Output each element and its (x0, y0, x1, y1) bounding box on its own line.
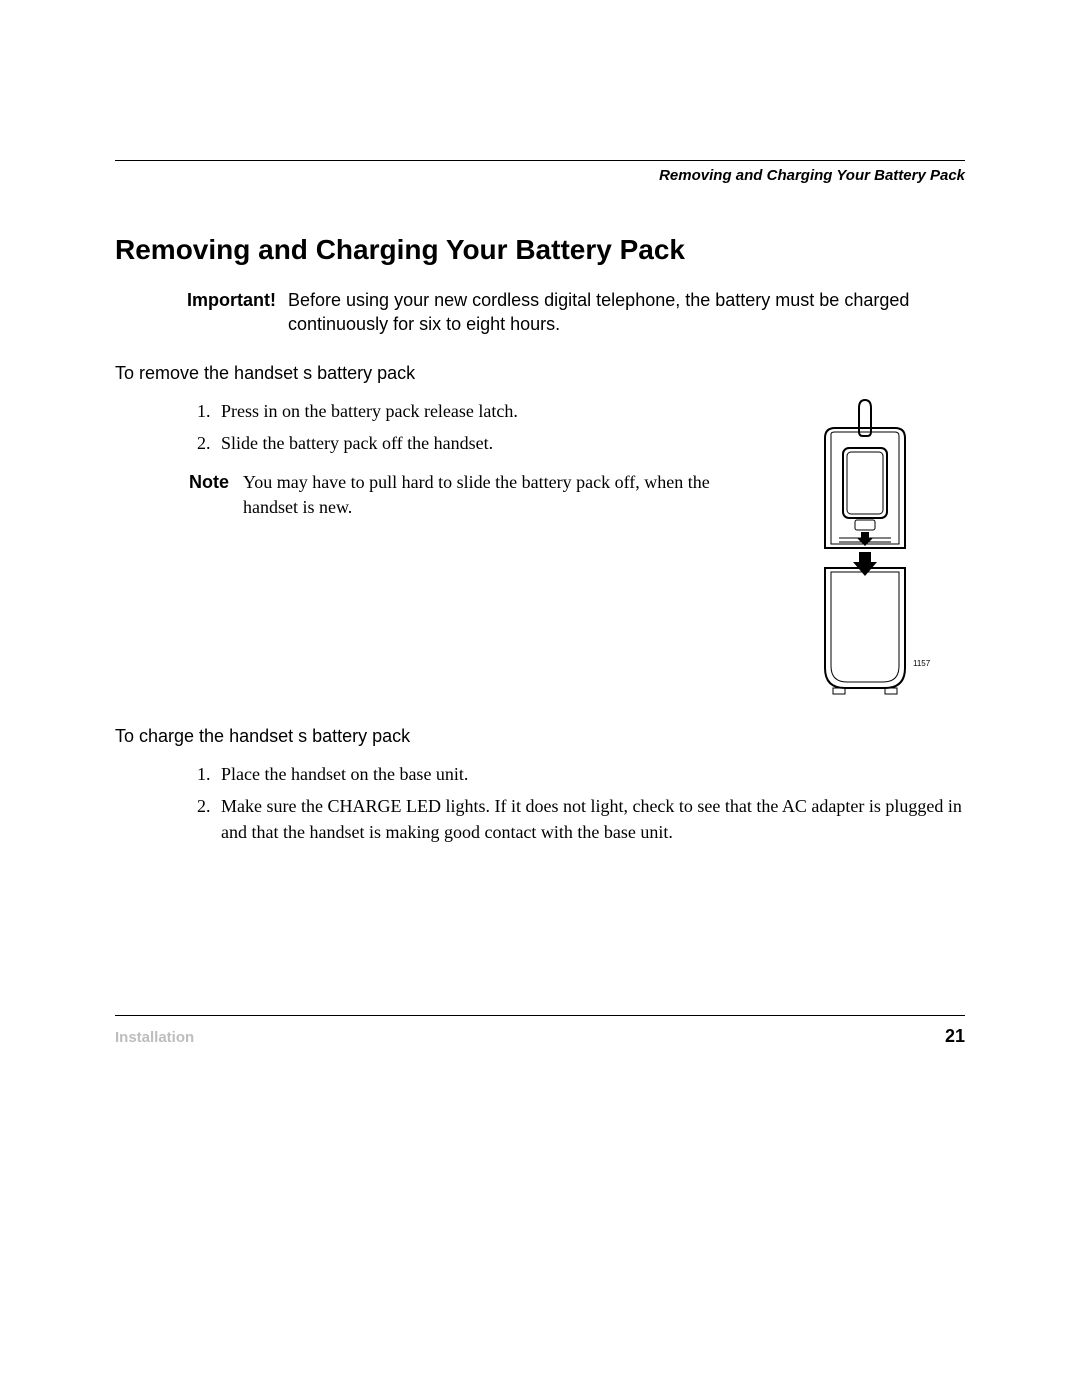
page-title: Removing and Charging Your Battery Pack (115, 234, 965, 266)
section1-text-col: Press in on the battery pack release lat… (115, 398, 735, 698)
section1-body: Press in on the battery pack release lat… (115, 398, 965, 698)
list-item: Press in on the battery pack release lat… (215, 398, 735, 424)
list-item: Make sure the CHARGE LED lights. If it d… (215, 793, 965, 845)
footer-row: Installation 21 (115, 1026, 965, 1047)
note-text: You may have to pull hard to slide the b… (243, 470, 735, 520)
footer-section: Installation (115, 1029, 194, 1046)
list-item: Place the handset on the base unit. (215, 761, 965, 787)
handset-illustration: 1157 (785, 398, 945, 698)
page-body: Removing and Charging Your Battery Pack … (115, 160, 965, 851)
bottom-rule (115, 1015, 965, 1016)
section1-steps: Press in on the battery pack release lat… (215, 398, 735, 456)
list-item: Slide the battery pack off the handset. (215, 430, 735, 456)
section2-steps: Place the handset on the base unit. Make… (215, 761, 965, 845)
figure-id: 1157 (913, 659, 931, 668)
important-text: Before using your new cordless digital t… (288, 288, 965, 337)
page-number: 21 (945, 1026, 965, 1047)
running-head: Removing and Charging Your Battery Pack (115, 167, 965, 184)
note-block: Note You may have to pull hard to slide … (189, 470, 735, 520)
note-label: Note (189, 470, 229, 520)
important-label: Important! (187, 288, 276, 337)
page-footer: Installation 21 (115, 1015, 965, 1047)
section1-heading: To remove the handset s battery pack (115, 363, 965, 384)
important-block: Important! Before using your new cordles… (187, 288, 965, 337)
figure-column: 1157 (765, 398, 965, 698)
section2-heading: To charge the handset s battery pack (115, 726, 965, 747)
top-rule (115, 160, 965, 161)
